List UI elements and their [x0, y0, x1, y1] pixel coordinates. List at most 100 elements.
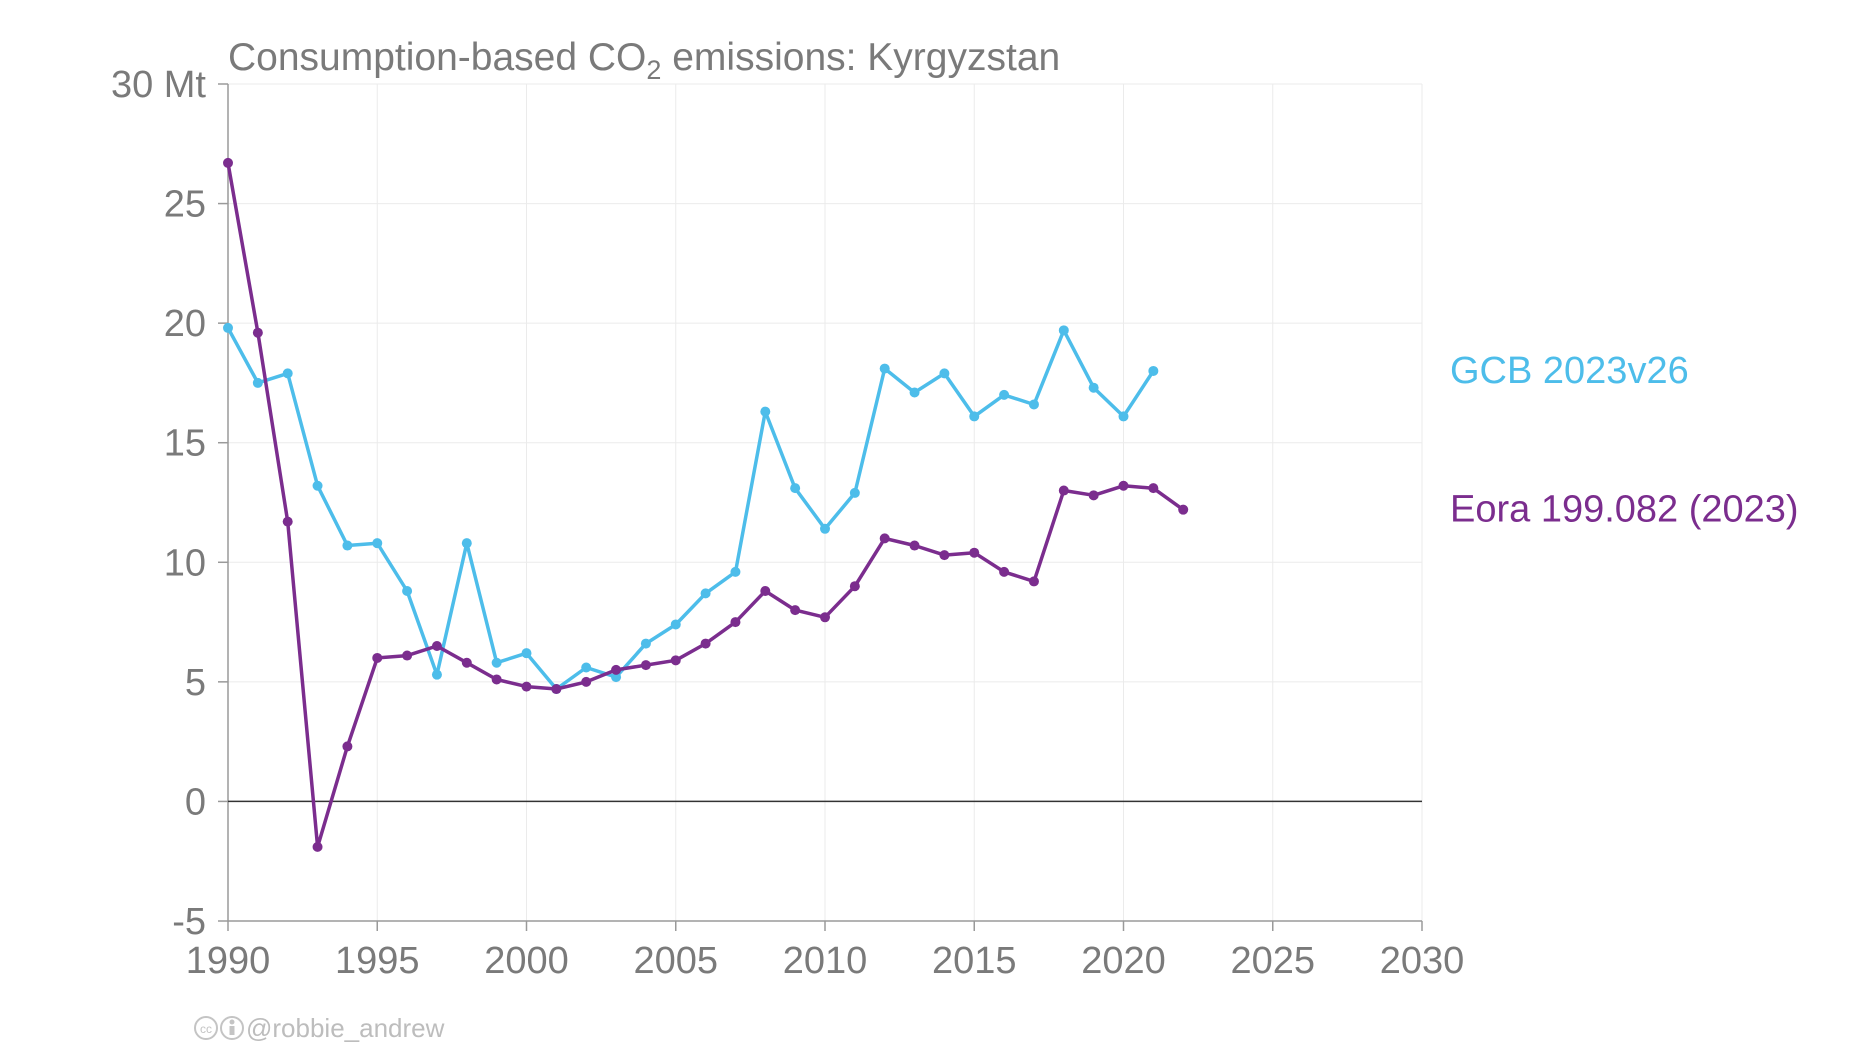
data-point-1-1993: [312, 841, 323, 852]
data-point-0-1996: [402, 585, 413, 596]
data-point-1-2010: [820, 612, 830, 623]
data-point-0-1999: [491, 657, 502, 668]
data-point-0-2003: [611, 672, 622, 683]
title-rest: emissions: Kyrgyzstan: [661, 36, 1060, 79]
data-point-1-2002: [581, 676, 592, 687]
series-line-0: [226, 327, 1155, 691]
series-layer: [223, 157, 1189, 852]
data-point-1-2006: [700, 638, 711, 649]
title-subscript: 2: [646, 55, 661, 85]
data-point-1-1996: [402, 650, 413, 661]
data-point-1-2020: [1118, 480, 1129, 491]
data-point-0-2004: [640, 638, 651, 649]
data-point-1-2022: [1178, 504, 1189, 515]
legend-label-0: GCB 2023v26: [1450, 350, 1689, 392]
data-point-0-2005: [670, 619, 681, 630]
data-point-0-2009: [790, 483, 801, 494]
x-tick-label-2005: 2005: [633, 940, 718, 982]
data-point-1-2007: [730, 617, 741, 628]
credit-handle: @robbie_andrew: [246, 1013, 445, 1042]
x-tick-label-2015: 2015: [932, 940, 1017, 982]
y-tick-label-30: 30 Mt: [111, 64, 206, 106]
x-tick-label-2010: 2010: [783, 940, 868, 982]
data-point-1-2004: [640, 660, 651, 671]
data-point-0-2015: [969, 411, 980, 422]
data-point-1-2015: [969, 547, 980, 558]
data-point-1-2014: [939, 550, 950, 561]
data-point-0-2019: [1088, 382, 1099, 393]
data-point-0-1998: [461, 538, 472, 549]
data-point-1-2021: [1148, 483, 1159, 494]
data-point-0-2016: [999, 389, 1010, 400]
data-point-1-2001: [551, 684, 562, 695]
data-point-1-2003: [611, 664, 622, 675]
data-point-1-2000: [521, 681, 532, 692]
y-tick-label-10: 10: [164, 542, 206, 584]
data-point-0-2008: [760, 406, 771, 417]
by-icon-body: [229, 1026, 235, 1035]
data-point-0-1992: [282, 368, 293, 379]
by-icon: [220, 1016, 244, 1040]
data-point-1-2009: [790, 605, 801, 616]
y-tick-label-25: 25: [164, 184, 206, 226]
data-point-0-1995: [372, 538, 383, 549]
x-tick-label-2000: 2000: [484, 940, 569, 982]
data-point-0-2021: [1148, 365, 1159, 376]
by-icon-head: [229, 1019, 235, 1025]
x-tick-label-1990: 1990: [186, 940, 271, 982]
x-tick-label-2020: 2020: [1081, 940, 1166, 982]
data-point-0-2011: [849, 487, 860, 498]
data-point-0-2017: [1028, 399, 1039, 410]
data-point-1-1998: [461, 657, 472, 668]
data-point-1-1990: [223, 157, 233, 168]
title-main: Consumption-based CO: [228, 36, 646, 79]
data-point-0-2014: [939, 368, 950, 379]
x-tick-label-2025: 2025: [1230, 940, 1315, 982]
data-point-0-2006: [700, 588, 711, 599]
legend-label-1: Eora 199.082 (2023): [1450, 489, 1799, 531]
cc-icon: [194, 1016, 218, 1040]
data-point-1-1999: [491, 674, 502, 685]
legend: GCB 2023v26 Eora 199.082 (2023): [1450, 350, 1799, 531]
y-tick-label-5: 5: [185, 662, 206, 704]
data-point-1-2018: [1058, 485, 1069, 496]
data-point-0-2012: [879, 363, 890, 374]
data-point-1-2011: [849, 581, 860, 592]
y-tick-label-20: 20: [164, 303, 206, 345]
data-point-0-2002: [581, 662, 592, 673]
data-point-0-2007: [730, 566, 741, 577]
chart-title: Consumption-based CO2 emissions: Kyrgyzs…: [228, 36, 1060, 85]
data-point-1-2019: [1088, 490, 1099, 501]
data-point-1-1994: [342, 741, 353, 752]
cc-icon-glyph: cc: [200, 1022, 212, 1036]
series-line-1: [226, 162, 1185, 849]
y-tick-label-0: 0: [185, 781, 206, 823]
data-point-0-1997: [431, 669, 442, 680]
data-point-1-2005: [670, 655, 681, 666]
data-point-1-1992: [282, 516, 293, 527]
data-point-0-1993: [312, 480, 323, 491]
data-point-0-2018: [1058, 325, 1069, 336]
gridlines: [227, 83, 1423, 922]
data-point-0-1990: [223, 322, 233, 333]
data-point-0-2013: [909, 387, 920, 398]
data-point-1-1997: [431, 640, 442, 651]
data-point-0-1991: [252, 377, 263, 388]
data-point-0-2020: [1118, 411, 1129, 422]
data-point-1-2013: [909, 540, 920, 551]
y-tick-label-15: 15: [164, 423, 206, 465]
x-tick-label-1995: 1995: [335, 940, 420, 982]
data-point-0-2000: [521, 648, 532, 659]
data-point-1-2017: [1028, 576, 1039, 587]
y-tick-label--5: -5: [172, 901, 206, 943]
data-point-1-2012: [879, 533, 890, 544]
data-point-1-1991: [252, 327, 263, 338]
data-point-1-1995: [372, 652, 383, 663]
data-point-0-2010: [820, 523, 830, 534]
data-point-0-1994: [342, 540, 353, 551]
data-point-1-2008: [760, 585, 771, 596]
credit: cc @robbie_andrew: [194, 1013, 445, 1042]
data-point-1-2016: [999, 566, 1010, 577]
